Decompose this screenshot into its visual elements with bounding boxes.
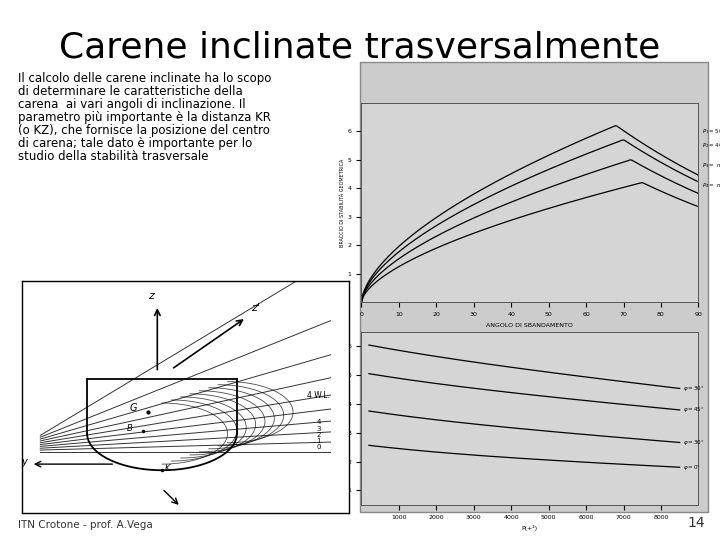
Text: $P_3=$ nnnnn: $P_3=$ nnnnn [702, 161, 720, 170]
Text: z: z [148, 291, 154, 301]
Text: 14: 14 [688, 516, 705, 530]
Text: di determinare le caratteristiche della: di determinare le caratteristiche della [18, 85, 243, 98]
Text: $\varphi=0°$: $\varphi=0°$ [683, 463, 701, 472]
Text: $P_2=4000$: $P_2=4000$ [702, 141, 720, 150]
Text: fig. 5.2 :: fig. 5.2 : [535, 278, 572, 287]
Text: carena  ai vari angoli di inclinazione. Il: carena ai vari angoli di inclinazione. I… [18, 98, 246, 111]
Text: 4 W.L.: 4 W.L. [307, 391, 330, 400]
Bar [360, 62, 708, 512]
Text: 0: 0 [316, 444, 321, 450]
Text: parametro più importante è la distanza KR: parametro più importante è la distanza K… [18, 111, 271, 124]
Text: 4: 4 [316, 420, 321, 426]
Text: $P_4=$ nnnnn: $P_4=$ nnnnn [702, 181, 720, 190]
Y-axis label: BRACCIO DI STABILITÀ GEOMETRICA: BRACCIO DI STABILITÀ GEOMETRICA [340, 158, 345, 247]
Text: (o KZ), che fornisce la posizione del centro: (o KZ), che fornisce la posizione del ce… [18, 124, 270, 137]
Text: ITN Crotone - prof. A.Vega: ITN Crotone - prof. A.Vega [18, 520, 153, 530]
Text: di carena; tale dato è importante per lo: di carena; tale dato è importante per lo [18, 137, 252, 150]
X-axis label: P(+²): P(+²) [522, 525, 538, 531]
Text: 3: 3 [316, 426, 321, 431]
Y-axis label: KR
(m): KR (m) [331, 413, 345, 424]
Text: z': z' [251, 303, 260, 313]
Text: $P_1=5000$: $P_1=5000$ [702, 127, 720, 136]
Text: K: K [165, 464, 171, 474]
Text: 2: 2 [316, 431, 321, 437]
Text: Il calcolo delle carene inclinate ha lo scopo: Il calcolo delle carene inclinate ha lo … [18, 72, 271, 85]
X-axis label: ANGOLO DI SBANDAMENTO: ANGOLO DI SBANDAMENTO [487, 323, 573, 328]
Text: G: G [130, 403, 137, 413]
Text: studio della stabilità trasversale: studio della stabilità trasversale [18, 150, 209, 163]
Text: $\varphi=30°$: $\varphi=30°$ [683, 438, 705, 447]
Text: $\varphi=30°$: $\varphi=30°$ [683, 384, 705, 393]
Text: Carene inclinate trasversalmente: Carene inclinate trasversalmente [59, 30, 661, 64]
Text: 1: 1 [316, 438, 321, 444]
Text: B: B [127, 423, 132, 433]
Text: $\varphi=45°$: $\varphi=45°$ [683, 406, 705, 414]
Text: y: y [22, 457, 27, 467]
Text: 0: 0 [341, 507, 344, 512]
